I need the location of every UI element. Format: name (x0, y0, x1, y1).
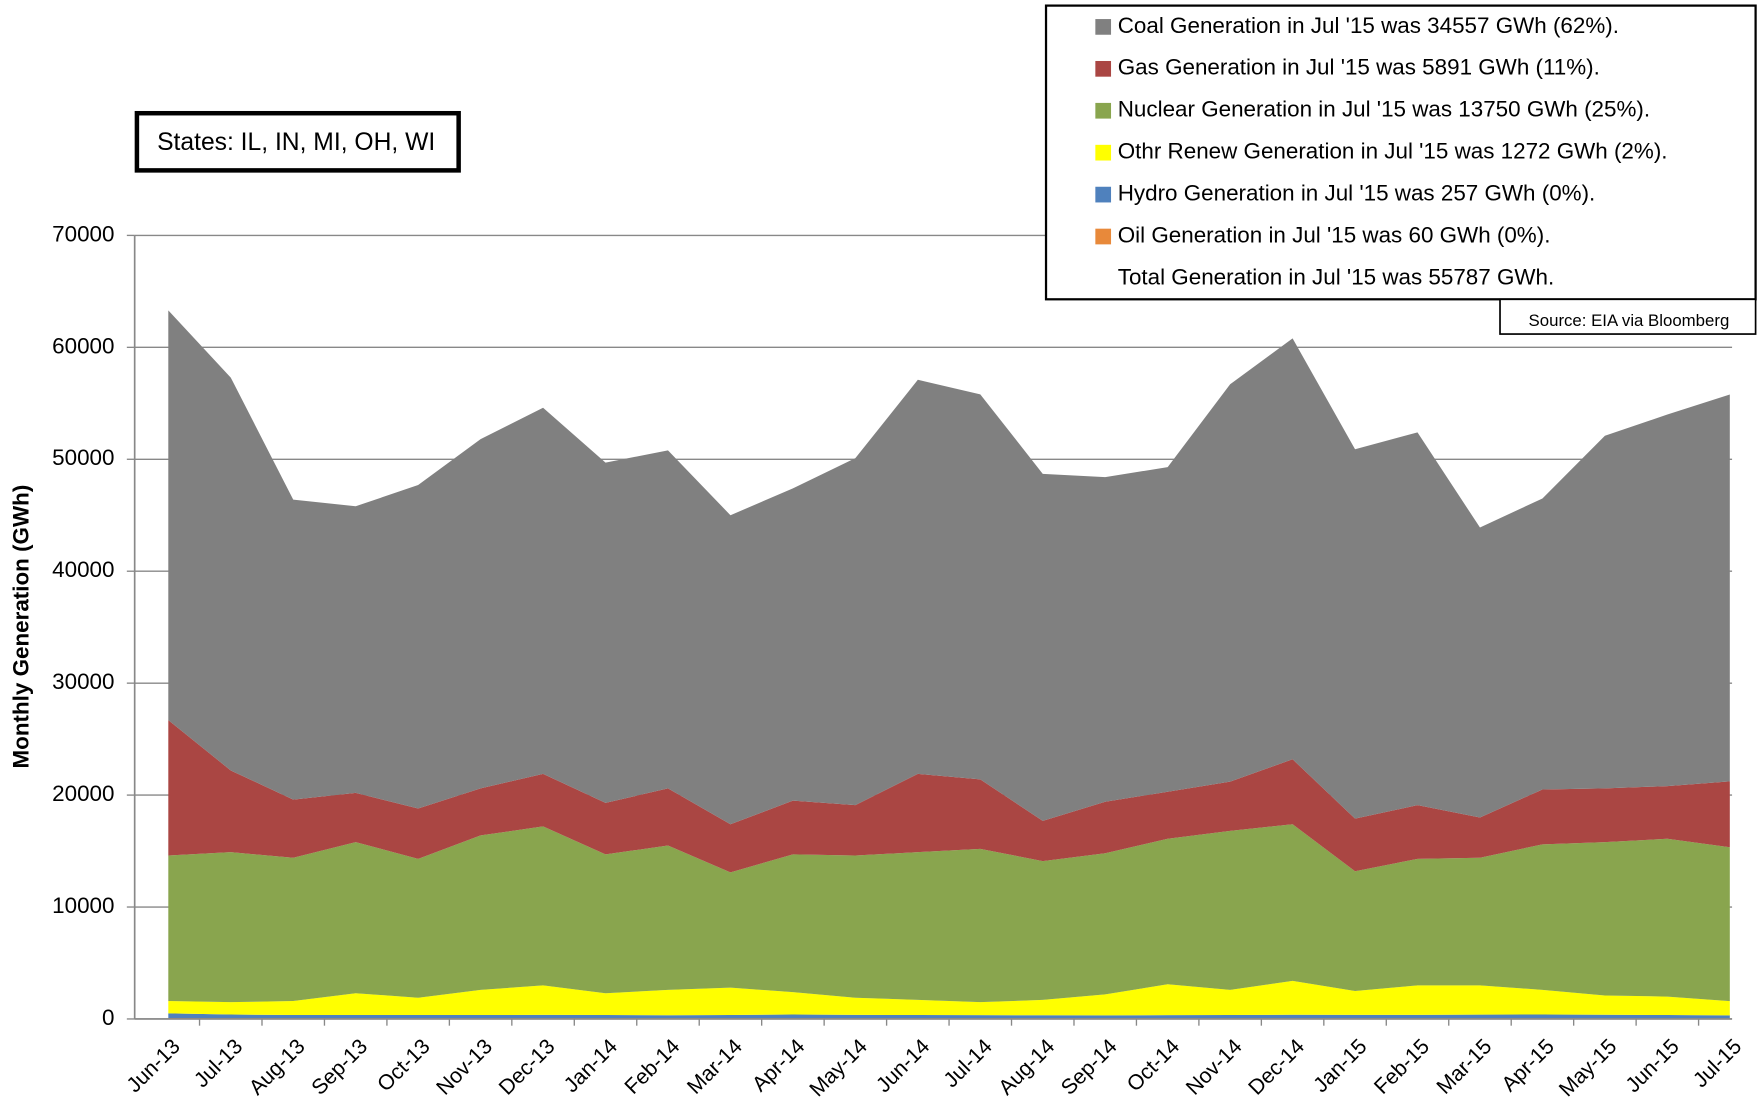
x-tick-label: Dec-14 (1244, 1034, 1310, 1100)
x-tick-label: Aug-14 (994, 1034, 1060, 1100)
x-tick-label: Jul-13 (189, 1034, 247, 1092)
y-tick-label: 20000 (52, 781, 114, 806)
x-tick-label: Mar-14 (682, 1034, 747, 1099)
legend-box (1044, 4, 1757, 301)
x-tick-label: Feb-14 (620, 1034, 685, 1099)
area (168, 1013, 1730, 1019)
x-tick-label: Aug-13 (244, 1034, 309, 1099)
x-tick-label: Nov-13 (432, 1034, 497, 1099)
x-tick-label: Jun-15 (1621, 1034, 1684, 1097)
x-tick-label: Oct-14 (1122, 1034, 1184, 1096)
x-tick-label: Sep-13 (307, 1034, 372, 1099)
x-tick-label: Jan-14 (559, 1034, 622, 1097)
legend-label: Hydro Generation in Jul '15 was 257 GWh … (1118, 181, 1596, 206)
x-tick-label: May-14 (805, 1034, 872, 1101)
x-tick-label: Oct-13 (372, 1034, 434, 1096)
legend-swatch (1095, 102, 1112, 119)
x-tick-label: Apr-15 (1497, 1034, 1559, 1096)
plot-area: 0 10000 20000 30000 40000 50000 60000 70000 Jun-… (52, 221, 1746, 1101)
y-tick-label: 10000 (52, 893, 114, 918)
area (168, 720, 1730, 873)
x-tick-label: Sep-14 (1056, 1034, 1122, 1100)
annotation-box (134, 110, 461, 173)
x-tick-label: Feb-15 (1369, 1034, 1434, 1099)
legend-swatch (1095, 228, 1112, 245)
y-tick-label: 0 (102, 1005, 114, 1030)
x-tick-label: Jun-13 (122, 1034, 185, 1097)
legend: Coal Generation in Jul '15 was 34557 GWh… (1095, 13, 1668, 289)
area (168, 310, 1730, 825)
legend-note: Total Generation in Jul '15 was 55787 GW… (1118, 264, 1554, 289)
y-tick-label: 60000 (52, 333, 114, 358)
x-tick-label: Jul-14 (939, 1034, 997, 1092)
legend-label: Coal Generation in Jul '15 was 34557 GWh… (1118, 13, 1619, 38)
x-tick-label: Mar-15 (1432, 1034, 1497, 1099)
x-tick-label: Jul-15 (1688, 1034, 1746, 1092)
annotation: States: IL, IN, MI, OH, WI (157, 129, 435, 156)
legend-swatch (1095, 60, 1112, 77)
y-tick-label: 30000 (52, 669, 114, 694)
x-tick-label: Nov-14 (1181, 1034, 1247, 1100)
legend-swatch (1095, 19, 1112, 35)
y-tick-label: 40000 (52, 557, 114, 582)
x-tick-label: Jun-14 (871, 1034, 934, 1097)
area (168, 980, 1730, 1016)
x-tick-label: Apr-14 (747, 1034, 809, 1096)
y-tick-label: 50000 (52, 445, 114, 470)
area (168, 824, 1730, 1003)
y-tick-label: 70000 (52, 221, 114, 246)
x-tick-label: May-15 (1554, 1034, 1621, 1101)
legend-label: Nuclear Generation in Jul '15 was 13750 … (1118, 97, 1650, 122)
legend-swatch (1095, 144, 1112, 161)
legend-label: Othr Renew Generation in Jul '15 was 127… (1118, 139, 1668, 164)
source: Source: EIA via Bloomberg (1529, 311, 1730, 330)
legend-swatch (1095, 186, 1112, 203)
legend-label: Oil Generation in Jul '15 was 60 GWh (0%… (1118, 222, 1551, 247)
source-box (1499, 298, 1757, 335)
x-tick-label: Jan-15 (1309, 1034, 1372, 1097)
y-axis-label: Monthly Generation (GWh) (9, 485, 34, 769)
x-tick-label: Dec-13 (494, 1034, 559, 1099)
legend-label: Gas Generation in Jul '15 was 5891 GWh (… (1118, 55, 1600, 80)
